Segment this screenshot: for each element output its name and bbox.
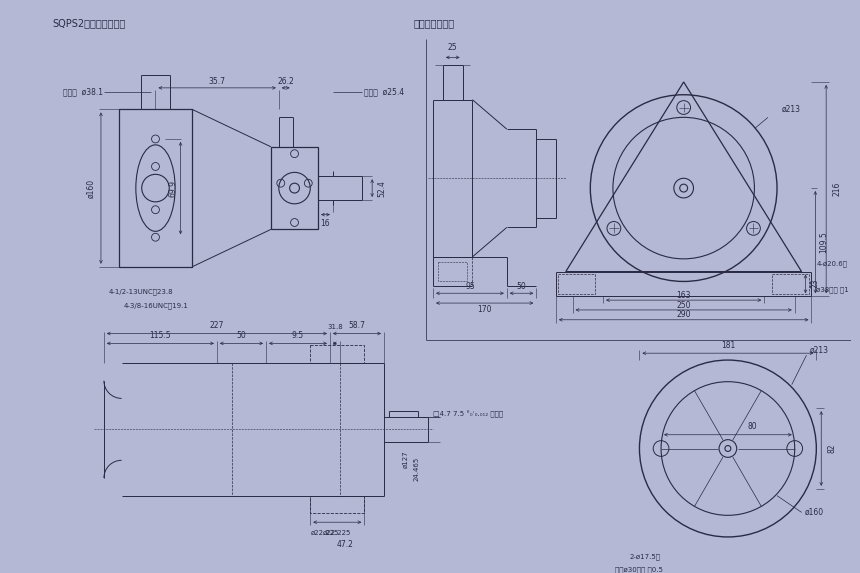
Text: 170: 170: [477, 305, 492, 315]
Text: 26.2: 26.2: [277, 77, 294, 87]
Text: ø22.225: ø22.225: [310, 530, 339, 536]
Text: 4-ø20.6孔: 4-ø20.6孔: [816, 261, 847, 267]
Text: 50: 50: [517, 282, 526, 291]
Text: 95: 95: [465, 282, 475, 291]
Text: ø127: ø127: [402, 450, 408, 468]
Text: 290: 290: [677, 311, 691, 319]
Text: 69.9: 69.9: [169, 179, 177, 197]
Text: 50: 50: [237, 331, 246, 340]
Bar: [438, 262, 468, 281]
Text: 250: 250: [677, 300, 691, 309]
Text: 52.4: 52.4: [378, 180, 386, 197]
Text: 2-ø17.5孔: 2-ø17.5孔: [630, 554, 660, 560]
Text: 80: 80: [747, 422, 758, 431]
Bar: [772, 273, 809, 294]
Text: SQPS2（法兰安装型）: SQPS2（法兰安装型）: [52, 18, 126, 28]
Text: 16: 16: [320, 219, 329, 228]
Text: 31.8: 31.8: [327, 324, 342, 329]
Text: ø38沉孔 淲1: ø38沉孔 淲1: [816, 286, 849, 293]
Text: 25: 25: [448, 43, 458, 52]
Text: ø213: ø213: [782, 105, 801, 114]
Text: 216: 216: [832, 182, 841, 197]
Text: ø160: ø160: [87, 179, 95, 198]
Bar: [310, 346, 365, 363]
Text: 47.2: 47.2: [336, 540, 353, 550]
Bar: [271, 147, 318, 229]
Text: 109.5: 109.5: [820, 231, 829, 253]
Text: ø213: ø213: [809, 346, 828, 355]
Text: 23: 23: [811, 278, 820, 288]
Text: 82: 82: [827, 444, 837, 453]
Text: 排油口  ø25.4: 排油口 ø25.4: [365, 87, 404, 96]
Bar: [119, 109, 193, 266]
Text: （脚架安装型）: （脚架安装型）: [414, 18, 455, 28]
Bar: [558, 273, 595, 294]
Text: ø160: ø160: [805, 508, 824, 517]
Text: 181: 181: [721, 341, 735, 350]
Text: 24.465: 24.465: [414, 457, 420, 481]
Text: 4-1/2-13UNC淲23.8: 4-1/2-13UNC淲23.8: [109, 288, 174, 295]
Text: 58.7: 58.7: [348, 321, 366, 330]
Text: 吸油口  ø38.1: 吸油口 ø38.1: [63, 87, 103, 96]
Text: 背面ø30沉孔 淲0.5: 背面ø30沉孔 淲0.5: [615, 566, 663, 572]
Text: ø22.225: ø22.225: [322, 530, 351, 536]
Text: 35.7: 35.7: [209, 77, 225, 87]
Text: 4-3/8-16UNC淲19.1: 4-3/8-16UNC淲19.1: [124, 303, 188, 309]
Bar: [310, 496, 365, 513]
Text: 115.5: 115.5: [150, 331, 171, 340]
Text: 163: 163: [677, 291, 691, 300]
Text: 9.5: 9.5: [292, 331, 304, 340]
Text: 227: 227: [210, 321, 224, 330]
Text: □4.7 7.5 °₀ʾ₀.₀₁₂ 平行键: □4.7 7.5 °₀ʾ₀.₀₁₂ 平行键: [433, 411, 503, 418]
